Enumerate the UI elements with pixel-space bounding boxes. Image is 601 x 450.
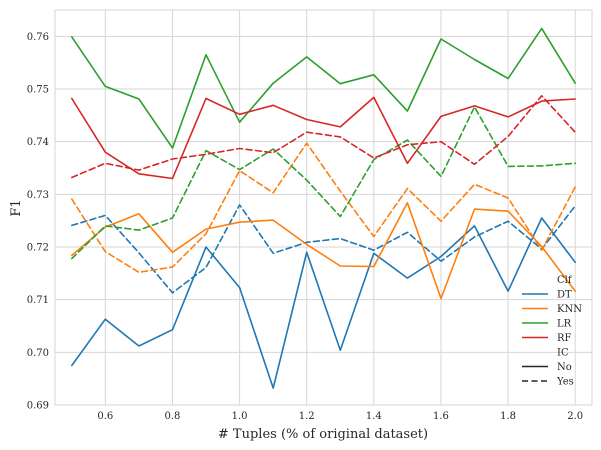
x-tick-label: 1.2 bbox=[299, 411, 315, 422]
y-tick-label: 0.72 bbox=[27, 243, 49, 254]
y-tick-label: 0.70 bbox=[27, 348, 49, 359]
y-axis: 0.69 0.70 0.71 0.72 0.73 0.74 0.75 0.76 bbox=[27, 32, 49, 412]
x-tick-label: 1.6 bbox=[433, 411, 449, 422]
series-line-rf-ic-yes bbox=[71, 95, 577, 179]
x-tick-label: 1.0 bbox=[232, 411, 248, 422]
y-tick-label: 0.73 bbox=[27, 190, 49, 201]
legend-title-ic: IC bbox=[557, 348, 569, 359]
legend-label-ic-no: No bbox=[557, 362, 572, 373]
series-layer bbox=[71, 27, 577, 389]
x-tick-label: 0.8 bbox=[165, 411, 181, 422]
y-tick-label: 0.75 bbox=[27, 85, 49, 96]
legend: Clf DT KNN LR RF IC No Yes bbox=[522, 275, 582, 388]
y-axis-label: F1 bbox=[9, 199, 24, 216]
y-tick-label: 0.76 bbox=[27, 32, 49, 43]
series-line-lr-ic-yes bbox=[71, 106, 577, 260]
series-line-dt-ic-no bbox=[71, 217, 577, 389]
x-axis: 0.6 0.8 1.0 1.2 1.4 1.6 1.8 2.0 bbox=[97, 411, 583, 422]
x-tick-label: 1.8 bbox=[500, 411, 516, 422]
series-line-lr-ic-no bbox=[71, 27, 577, 149]
legend-label-rf: RF bbox=[557, 333, 572, 344]
series-line-knn-ic-no bbox=[71, 202, 577, 300]
x-tick-label: 0.6 bbox=[97, 411, 113, 422]
series-line-dt-ic-yes bbox=[71, 204, 577, 294]
legend-label-ic-yes: Yes bbox=[556, 377, 574, 388]
legend-label-lr: LR bbox=[557, 319, 572, 330]
series-line-knn-ic-yes bbox=[71, 142, 577, 274]
series-line-rf-ic-no bbox=[71, 96, 577, 180]
x-axis-label: # Tuples (% of original dataset) bbox=[218, 427, 428, 442]
legend-label-dt: DT bbox=[557, 290, 572, 301]
y-tick-label: 0.74 bbox=[27, 137, 49, 148]
x-tick-label: 2.0 bbox=[567, 411, 583, 422]
plot-frame bbox=[54, 9, 593, 406]
y-tick-label: 0.71 bbox=[27, 295, 49, 306]
x-tick-label: 1.4 bbox=[366, 411, 382, 422]
legend-label-knn: KNN bbox=[557, 304, 582, 315]
legend-title-clf: Clf bbox=[557, 275, 573, 286]
y-tick-label: 0.69 bbox=[27, 401, 49, 412]
